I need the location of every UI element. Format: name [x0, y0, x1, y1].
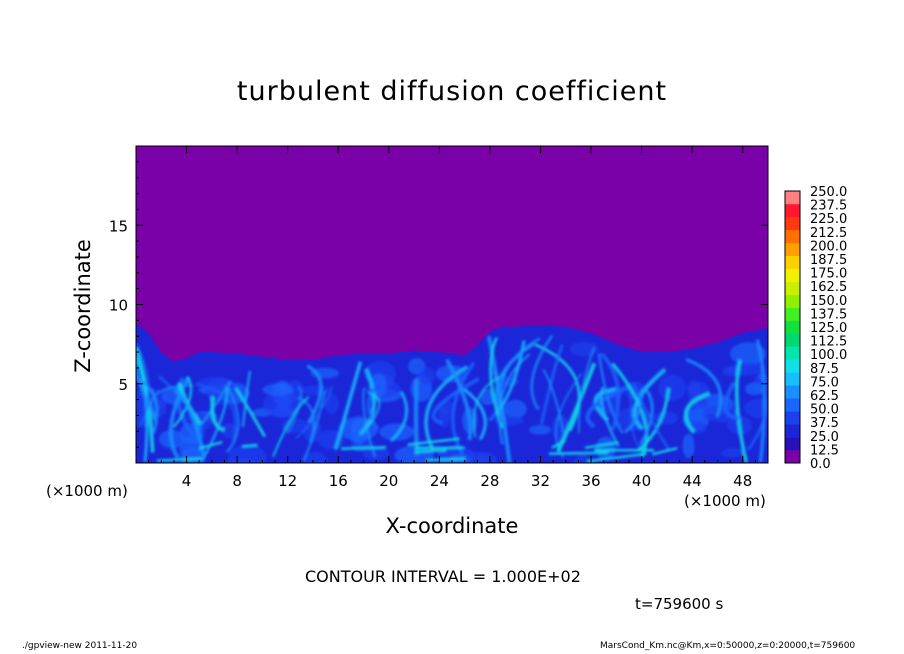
- colorbar-swatch: [785, 359, 800, 373]
- colorbar-level-label: 225.0: [810, 212, 847, 227]
- colorbar-swatch: [785, 450, 800, 464]
- colorbar-level-label: 250.0: [810, 185, 847, 200]
- colorbar-swatch: [785, 203, 800, 218]
- colorbar-swatch: [785, 216, 800, 231]
- colorbar-level-label: 12.5: [810, 443, 839, 458]
- colorbar-level-label: 200.0: [810, 239, 847, 254]
- colorbar-swatch: [785, 268, 800, 282]
- x-tick-label: 20: [379, 472, 398, 490]
- y-axis-label: Z-coordinate: [71, 239, 95, 373]
- chart-title: turbulent diffusion coefficient: [236, 76, 668, 107]
- colorbar-swatch: [785, 255, 800, 270]
- colorbar-swatch: [785, 346, 800, 360]
- colorbar-level-label: 112.5: [810, 335, 847, 350]
- x-axis: 4 8 12 16 20 24 28 32 36 40 44 48: [148, 146, 756, 490]
- x-tick-label: 28: [480, 472, 499, 490]
- colorbar-level-label: 187.5: [810, 253, 847, 268]
- x-axis-unit: (×1000 m): [684, 492, 766, 510]
- colorbar-level-label: 150.0: [810, 294, 847, 309]
- x-tick-label: 12: [278, 472, 297, 490]
- contour-interval-label: CONTOUR INTERVAL = 1.000E+02: [305, 567, 581, 586]
- x-tick-label: 40: [632, 472, 651, 490]
- turbulent-plumes: [136, 334, 768, 463]
- colorbar-frame: [784, 190, 801, 464]
- colorbar-swatch: [785, 424, 800, 438]
- colorbar-level-label: 37.5: [810, 416, 839, 431]
- colorbar-swatch: [785, 333, 800, 347]
- x-tick-label: 44: [683, 472, 702, 490]
- plot-area: [135, 145, 769, 464]
- x-tick-label: 24: [430, 472, 449, 490]
- colorbar-swatch: [785, 229, 800, 244]
- x-axis-label: X-coordinate: [0, 514, 904, 538]
- x-tick-label: 36: [581, 472, 600, 490]
- colorbar-swatch: [785, 191, 800, 205]
- colorbar-level-label: 162.5: [810, 280, 847, 295]
- y-tick-label: 10: [109, 297, 128, 315]
- footer-data-source: MarsCond_Km.nc@Km,x=0:50000,z=0:20000,t=…: [600, 641, 856, 651]
- x-tick-label: 4: [182, 472, 192, 490]
- x-tick-label: 16: [329, 472, 348, 490]
- time-label: t=759600 s: [635, 595, 724, 613]
- footer-program-info: ./gpview-new 2011-11-20: [22, 641, 138, 651]
- colorbar-swatch: [785, 320, 800, 334]
- colorbar-level-label: 25.0: [810, 430, 839, 445]
- x-axis-label-text: X-coordinate: [385, 514, 519, 538]
- x-tick-label: 32: [531, 472, 550, 490]
- colorbar-level-label: 237.5: [810, 199, 847, 214]
- colorbar-swatch: [785, 372, 800, 386]
- y-axis: 5 10 15: [109, 161, 768, 448]
- colorbar-level-label: 87.5: [810, 362, 839, 377]
- colorbar-level-label: 50.0: [810, 403, 839, 418]
- x-tick-label: 8: [232, 472, 242, 490]
- colorbar: 0.012.525.037.550.062.575.087.5100.0112.…: [784, 185, 847, 472]
- colorbar-level-label: 175.0: [810, 267, 847, 282]
- y-tick-label: 5: [118, 376, 128, 394]
- colorbar-level-label: 137.5: [810, 307, 847, 322]
- y-tick-label: 15: [109, 217, 128, 235]
- colorbar-swatch: [785, 385, 800, 399]
- colorbar-level-label: 212.5: [810, 226, 847, 241]
- colorbar-swatch: [785, 398, 800, 412]
- y-axis-unit: (×1000 m): [46, 482, 128, 500]
- colorbar-swatch: [785, 294, 800, 308]
- x-tick-label: 48: [733, 472, 752, 490]
- colorbar-swatch: [785, 281, 800, 295]
- colorbar-level-label: 75.0: [810, 375, 839, 390]
- colorbar-level-label: 0.0: [810, 457, 831, 472]
- colorbar-swatch: [785, 437, 800, 451]
- colorbar-level-label: 62.5: [810, 389, 839, 404]
- colorbar-level-label: 100.0: [810, 348, 847, 363]
- colorbar-swatch: [785, 411, 800, 425]
- colorbar-swatch: [785, 242, 800, 257]
- colorbar-swatch: [785, 307, 800, 321]
- colorbar-level-label: 125.0: [810, 321, 847, 336]
